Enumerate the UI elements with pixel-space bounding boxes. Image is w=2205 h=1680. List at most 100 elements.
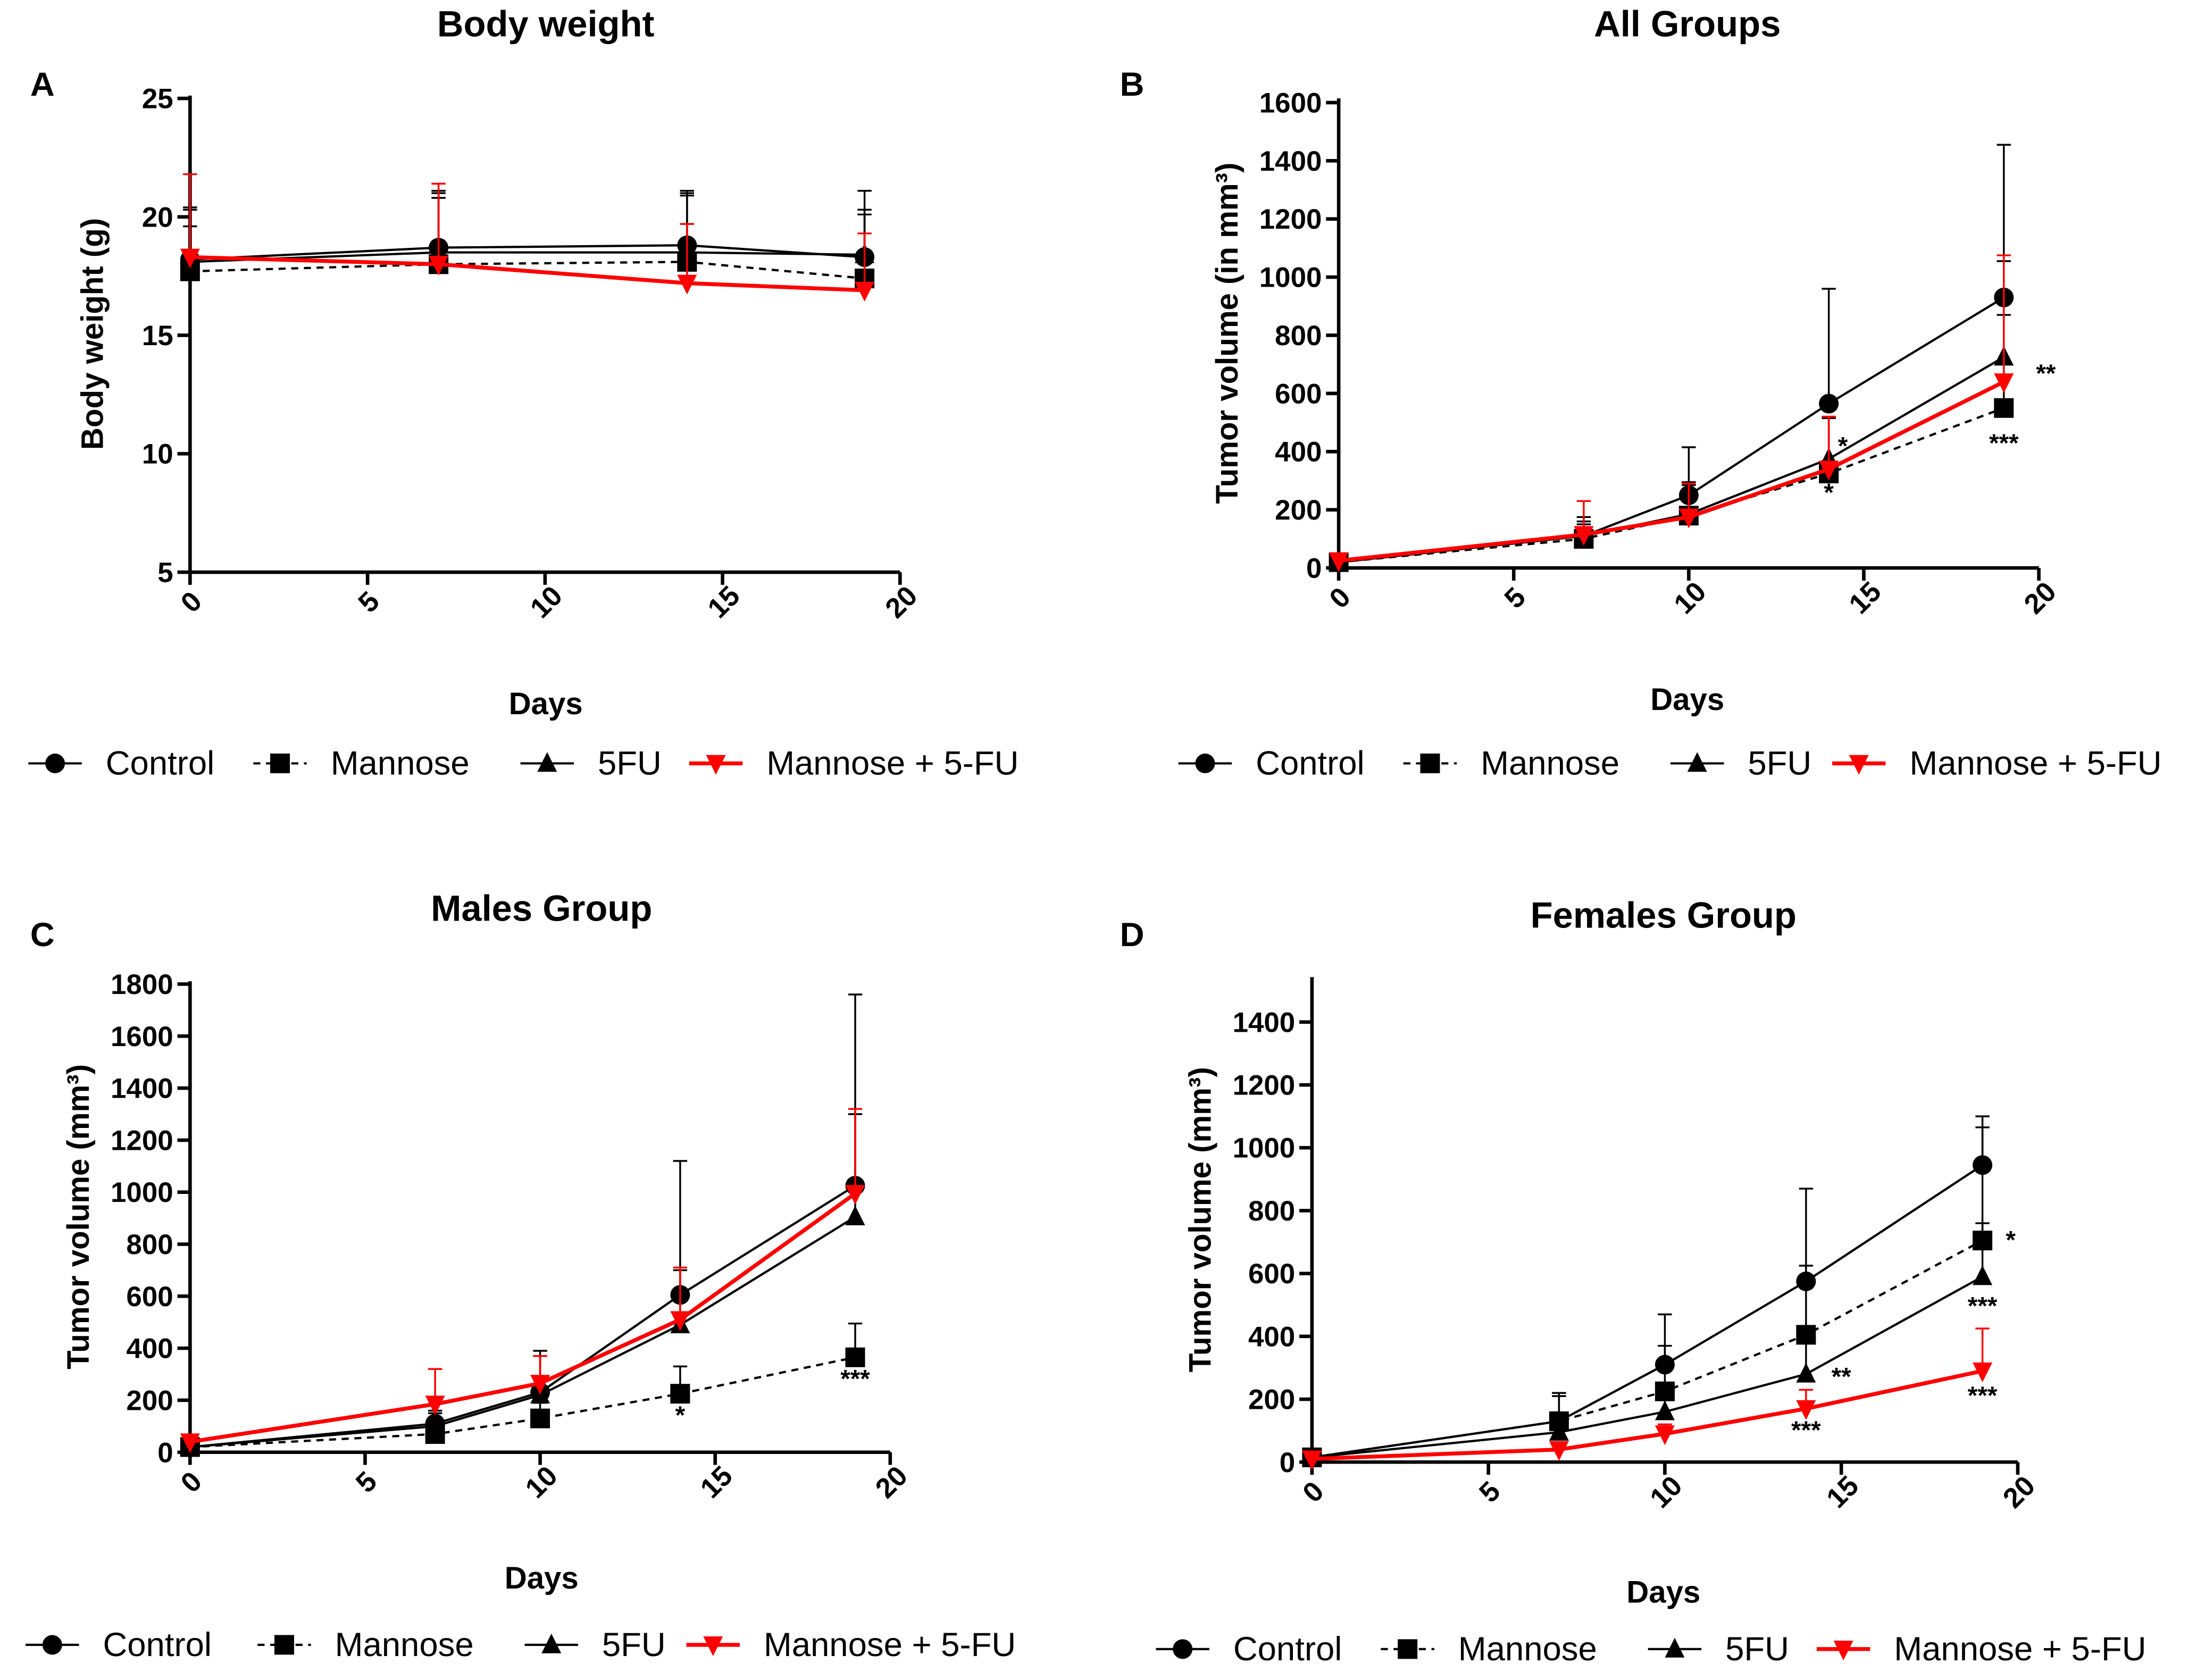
x-axis-label: Days xyxy=(509,687,583,721)
y-axis-label: Tumor volume (mm³) xyxy=(61,1064,96,1369)
x-tick-label: 20 xyxy=(870,1460,914,1504)
series-line xyxy=(1338,356,2004,564)
legend-label: Mannose xyxy=(331,745,470,782)
chart-title: Body weight xyxy=(437,4,655,45)
significance-marker: *** xyxy=(840,1365,870,1393)
y-tick-label: 1000 xyxy=(111,1177,173,1208)
triangle-marker xyxy=(541,1633,562,1653)
significance-marker: *** xyxy=(1791,1416,1821,1444)
legend: Control Mannose 5FU Mannose + 5-FU xyxy=(28,745,1018,782)
series-line xyxy=(189,1192,857,1444)
y-axis-label: Tumor volume (in mm³) xyxy=(1210,163,1245,504)
x-tick-label: 10 xyxy=(1668,576,1712,620)
y-tick-label: 1400 xyxy=(1259,146,1322,177)
y-tick-label: 1000 xyxy=(1259,262,1322,294)
triangle-down-marker xyxy=(1833,1640,1853,1660)
y-tick-label: 1400 xyxy=(111,1073,173,1105)
legend-label: 5FU xyxy=(1748,745,1811,782)
y-tick-label: 200 xyxy=(1275,495,1322,526)
y-tick-label: 1000 xyxy=(1233,1133,1296,1164)
y-tick-label: 25 xyxy=(142,83,173,115)
y-tick-label: 15 xyxy=(142,320,173,352)
y-tick-label: 800 xyxy=(1275,320,1322,352)
square-marker xyxy=(845,1347,865,1367)
chart-title: Females Group xyxy=(1531,895,1797,936)
square-marker xyxy=(270,753,290,773)
y-tick-label: 1200 xyxy=(1233,1070,1296,1101)
series-5fu xyxy=(180,1113,865,1456)
x-tick-label: 0 xyxy=(175,586,208,619)
triangle-marker xyxy=(1655,1400,1675,1420)
panel-letter: B xyxy=(1120,66,1145,103)
series-line xyxy=(190,244,865,261)
legend-label: Mannose + 5-FU xyxy=(764,1626,1016,1664)
significance-marker: *** xyxy=(1968,1292,1998,1320)
series-mannose-5-fu xyxy=(1302,1327,1993,1470)
chart-title: All Groups xyxy=(1594,4,1781,45)
x-tick-label: 0 xyxy=(1297,1475,1330,1509)
series-mannose xyxy=(180,1322,865,1457)
legend-label: Mannose + 5-FU xyxy=(1909,745,2161,782)
x-axis-label: Days xyxy=(1650,682,1724,717)
y-tick-label: 800 xyxy=(126,1229,173,1260)
y-tick-label: 600 xyxy=(1248,1258,1295,1290)
y-tick-label: 400 xyxy=(1275,437,1322,468)
circle-marker xyxy=(42,1635,62,1655)
triangle-down-marker xyxy=(706,755,726,775)
circle-marker xyxy=(45,753,65,773)
legend-label: Mannose + 5-FU xyxy=(1894,1631,2146,1668)
x-tick-label: 5 xyxy=(352,586,386,619)
significance-marker: * xyxy=(2006,1226,2016,1254)
y-tick-label: 1200 xyxy=(1259,204,1322,235)
legend-label: 5FU xyxy=(602,1626,666,1664)
triangle-marker xyxy=(1549,1420,1569,1441)
triangle-down-marker xyxy=(1796,1400,1816,1420)
series-line xyxy=(1312,1164,1983,1459)
y-tick-label: 1800 xyxy=(111,969,173,1000)
series-control xyxy=(1329,144,2014,572)
legend-label: Control xyxy=(1233,1631,1342,1668)
circle-marker xyxy=(1819,394,1839,414)
x-tick-label: 5 xyxy=(1473,1475,1507,1509)
triangle-marker xyxy=(537,752,557,772)
series-line xyxy=(190,1356,856,1449)
x-tick-label: 0 xyxy=(175,1466,208,1499)
chart-title: Males Group xyxy=(431,888,652,929)
y-tick-label: 200 xyxy=(126,1385,173,1416)
triangle-down-marker xyxy=(180,1433,200,1453)
x-tick-label: 15 xyxy=(702,580,746,624)
square-marker xyxy=(1994,398,2014,418)
series-mannose-5-fu xyxy=(180,173,875,302)
x-tick-label: 5 xyxy=(350,1466,383,1499)
panel-letter: C xyxy=(30,916,55,954)
triangle-down-marker xyxy=(677,274,697,295)
y-tick-label: 1200 xyxy=(111,1125,173,1156)
square-marker xyxy=(670,1384,690,1404)
triangle-marker xyxy=(1796,1363,1816,1383)
triangle-down-marker xyxy=(1655,1425,1675,1445)
y-tick-label: 600 xyxy=(126,1281,173,1313)
legend: Control Mannose 5FU Mannose + 5-FU xyxy=(1178,745,2162,782)
triangle-down-marker xyxy=(703,1636,723,1657)
triangle-down-marker xyxy=(1302,1450,1322,1470)
triangle-down-marker xyxy=(1329,552,1349,572)
significance-marker: *** xyxy=(1968,1382,1998,1410)
y-tick-label: 5 xyxy=(157,557,173,588)
series-line xyxy=(190,1216,856,1449)
x-tick-label: 20 xyxy=(2018,576,2062,620)
circle-marker xyxy=(1195,753,1215,773)
series-line xyxy=(1338,380,2005,563)
legend-label: Mannose + 5-FU xyxy=(766,745,1018,782)
triangle-marker xyxy=(425,1415,445,1435)
x-tick-label: 15 xyxy=(1820,1470,1865,1514)
legend-label: Mannose xyxy=(335,1626,474,1664)
y-tick-label: 1400 xyxy=(1233,1007,1296,1038)
y-tick-label: 0 xyxy=(1280,1447,1295,1478)
series-line xyxy=(1312,1239,1983,1459)
x-tick-label: 10 xyxy=(1644,1470,1688,1514)
triangle-down-marker xyxy=(1574,526,1594,546)
